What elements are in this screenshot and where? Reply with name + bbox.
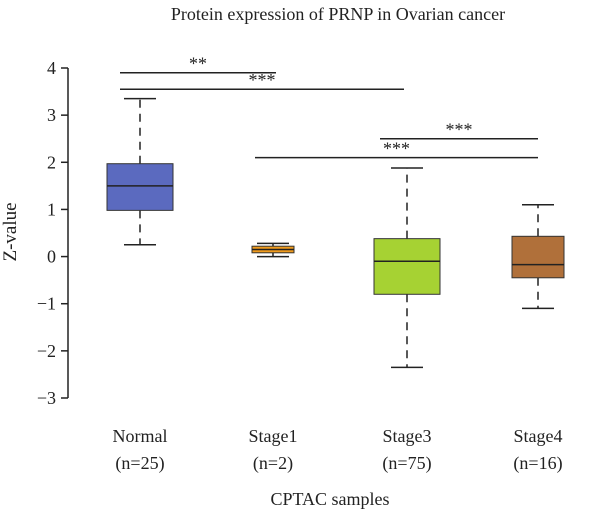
chart-title: Protein expression of PRNP in Ovarian ca… <box>171 4 505 24</box>
significance-label: ** <box>189 54 207 74</box>
y-tick-label: −1 <box>37 294 56 314</box>
plot-area: 4 3 2 1 0 −1 −2 −3 Normal (n=25) Stage1 (n=2) Stage3… <box>37 54 565 474</box>
category-n-label: (n=16) <box>513 453 562 474</box>
significance-label: *** <box>446 120 473 140</box>
y-tick-label: 4 <box>47 58 56 78</box>
y-tick-label: 3 <box>47 105 56 125</box>
category-label: Stage1 <box>249 426 298 446</box>
category-label: Stage4 <box>514 426 563 446</box>
box-stage3 <box>373 238 441 295</box>
significance-label: *** <box>249 70 276 90</box>
category-n-label: (n=75) <box>382 453 431 474</box>
category-label: Stage3 <box>383 426 432 446</box>
y-tick-label: 2 <box>47 152 56 172</box>
significance-label: *** <box>383 139 410 159</box>
y-tick-label: 0 <box>47 247 56 267</box>
category-n-label: (n=25) <box>115 453 164 474</box>
y-tick-label: −2 <box>37 341 56 361</box>
x-axis-label: CPTAC samples <box>270 489 389 509</box>
y-tick-label: −3 <box>37 388 56 408</box>
category-label: Normal <box>113 426 168 446</box>
y-tick-label: 1 <box>47 199 56 219</box>
category-n-label: (n=2) <box>253 453 293 474</box>
y-axis-label: Z-value <box>0 202 21 261</box>
box-normal <box>106 163 174 211</box>
box-stage4 <box>511 235 565 279</box>
